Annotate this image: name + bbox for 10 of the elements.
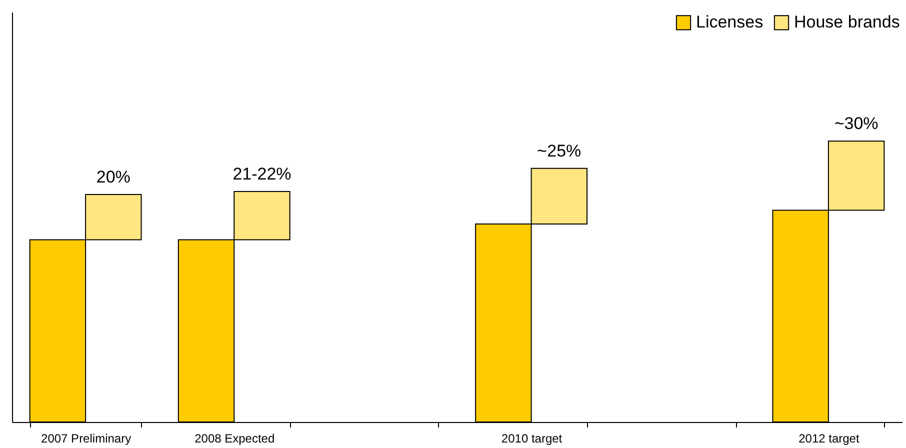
annotation: 21-22% xyxy=(232,164,292,184)
x-tick-label: 2008 Expected xyxy=(194,432,275,446)
x-tick-label: 2012 target xyxy=(798,432,860,446)
x-tick-label: 2010 target xyxy=(501,432,563,446)
legend-label: House brands xyxy=(794,12,900,32)
annotation: 20% xyxy=(96,168,130,187)
x-tick-label: 2007 Preliminary xyxy=(41,432,132,446)
annotation: ~30% xyxy=(834,114,878,134)
legend-label: Licenses xyxy=(696,12,764,32)
annotation: ~25% xyxy=(537,141,582,160)
